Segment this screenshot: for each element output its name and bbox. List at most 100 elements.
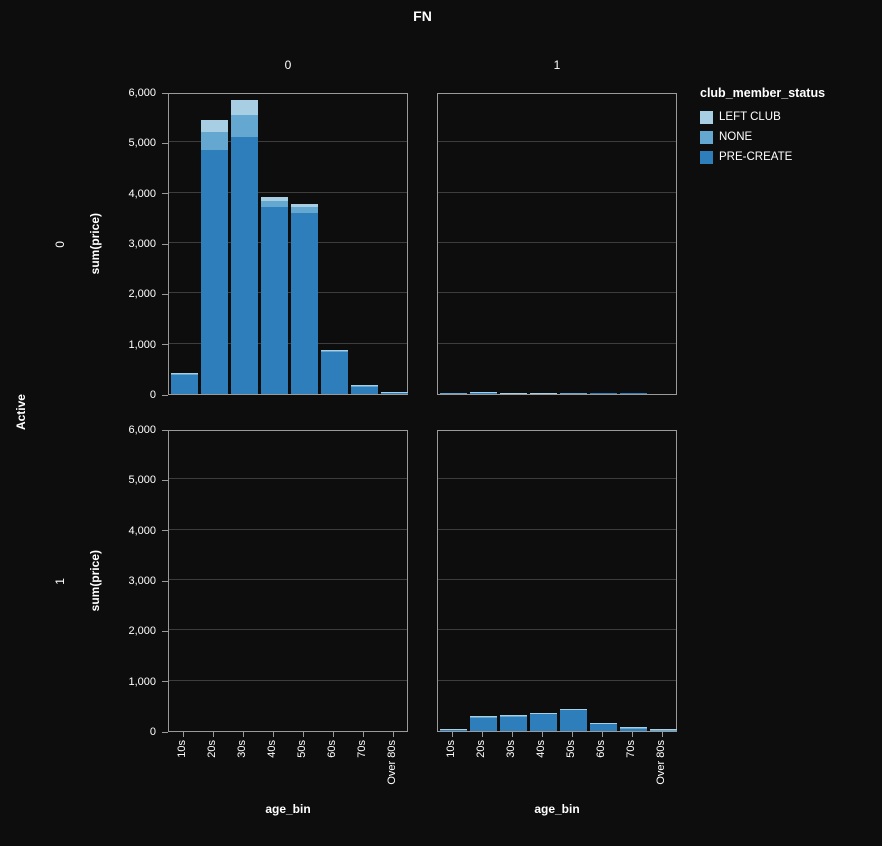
x-tick [182, 732, 184, 737]
bar-segment-none [290, 207, 318, 214]
bar-segment-left-club [499, 715, 527, 716]
gridline [438, 579, 676, 580]
gridline [438, 242, 676, 243]
bar-segment-left-club [380, 392, 408, 393]
y-tick-label: 0 [149, 389, 156, 401]
x-tick-label: 60s [595, 740, 607, 758]
bar-segment-left-club [589, 722, 617, 724]
y-tick [162, 243, 168, 245]
x-tick [392, 732, 394, 737]
y-tick-label: 4,000 [128, 187, 156, 200]
bar-segment-none [320, 350, 348, 352]
bar-segment-pre-create [170, 374, 198, 394]
y-tick [162, 293, 168, 295]
gridline [438, 191, 676, 193]
bar-segment-pre-create [529, 714, 557, 731]
bar-segment-none [559, 709, 587, 711]
y-tick [162, 731, 168, 733]
gridline [438, 528, 676, 530]
bar-segment-left-club [170, 372, 198, 374]
chart-title: FN [413, 8, 432, 24]
bar-segment-pre-create [499, 393, 527, 394]
bar-segment-left-club [200, 119, 228, 133]
y-tick [162, 193, 168, 195]
x-tick [362, 732, 364, 737]
gridline [438, 679, 676, 681]
x-axis-title-col1: age_bin [534, 802, 580, 816]
bar-segment-left-club [320, 349, 348, 351]
legend-entries: LEFT CLUB NONE PRE-CREATE [700, 107, 825, 167]
bar-segment-none [439, 393, 467, 394]
bar-segment-none [170, 373, 198, 375]
bar-segment-pre-create [589, 723, 617, 731]
panel-active0-fn0 [168, 93, 408, 395]
gridline [169, 579, 407, 580]
x-tick [332, 732, 334, 737]
bar-segment-pre-create [380, 392, 408, 394]
x-tick-label: 10s [445, 740, 457, 758]
x-tick [481, 732, 483, 737]
gridline [438, 342, 676, 344]
bar-segment-left-club [559, 708, 587, 710]
x-tick [661, 732, 663, 737]
bar-segment-left-club [290, 204, 318, 208]
bar-segment-left-club [230, 99, 258, 115]
x-tick-label: 50s [296, 740, 308, 758]
bar-segment-pre-create [619, 728, 647, 731]
gridline [169, 478, 407, 480]
bar-segment-left-club [260, 197, 288, 202]
gridline [169, 629, 407, 631]
bar-segment-pre-create [350, 386, 378, 394]
row-dimension-title: Active [14, 394, 28, 431]
bar-segment-pre-create [559, 710, 587, 731]
x-tick-label: 40s [266, 740, 278, 758]
y-tick-label: 3,000 [128, 575, 156, 587]
legend-swatch [700, 130, 713, 144]
bar-segment-pre-create [469, 717, 497, 731]
x-tick [541, 732, 543, 737]
legend-entry-left-club: LEFT CLUB [700, 107, 825, 127]
bar-segment-left-club [469, 392, 497, 393]
bar-segment-pre-create [529, 393, 557, 394]
x-tick [302, 732, 304, 737]
gridline [169, 679, 407, 681]
y-tick-label: 1,000 [128, 675, 156, 688]
bar-segment-pre-create [260, 206, 288, 394]
bar-segment-left-club [619, 727, 647, 728]
gridline [438, 292, 676, 294]
x-tick-label: Over 80s [386, 740, 398, 785]
y-tick-label: 5,000 [128, 474, 156, 487]
bar-segment-left-club [350, 385, 378, 386]
bar-segment-none [529, 713, 557, 714]
y-tick-label: 5,000 [128, 137, 156, 150]
bar-segment-pre-create [230, 137, 258, 394]
x-tick-label: 10s [176, 740, 188, 758]
bar-segment-left-club [499, 392, 527, 394]
x-tick-label: 50s [565, 740, 577, 758]
bar-segment-left-club [439, 729, 467, 730]
y-tick-label: 1,000 [128, 338, 156, 351]
bar-segment-none [230, 114, 258, 138]
y-tick [162, 681, 168, 683]
gridline [169, 342, 407, 344]
bar-segment-left-club [469, 716, 497, 717]
x-tick [601, 732, 603, 737]
x-tick [571, 732, 573, 737]
legend: club_member_status LEFT CLUB NONE PRE-CREA… [700, 86, 825, 167]
legend-swatch [700, 150, 713, 164]
x-tick-label: 20s [206, 740, 218, 758]
bar-segment-none [559, 393, 587, 394]
y-tick-label: 2,000 [128, 625, 156, 638]
bar-segment-pre-create [439, 729, 467, 731]
bar-segment-none [350, 385, 378, 387]
y-tick-label: 2,000 [128, 288, 156, 301]
y-tick-label: 3,000 [128, 238, 156, 250]
x-tick [451, 732, 453, 737]
x-tick [212, 732, 214, 737]
y-axis-row0: 0 1,000 2,000 3,000 4,000 5,000 6,000 [0, 87, 168, 401]
gridline [169, 191, 407, 193]
bar-segment-none [499, 715, 527, 717]
x-tick-label: 30s [505, 740, 517, 758]
legend-entry-pre-create: PRE-CREATE [700, 147, 825, 167]
gridline [438, 478, 676, 480]
